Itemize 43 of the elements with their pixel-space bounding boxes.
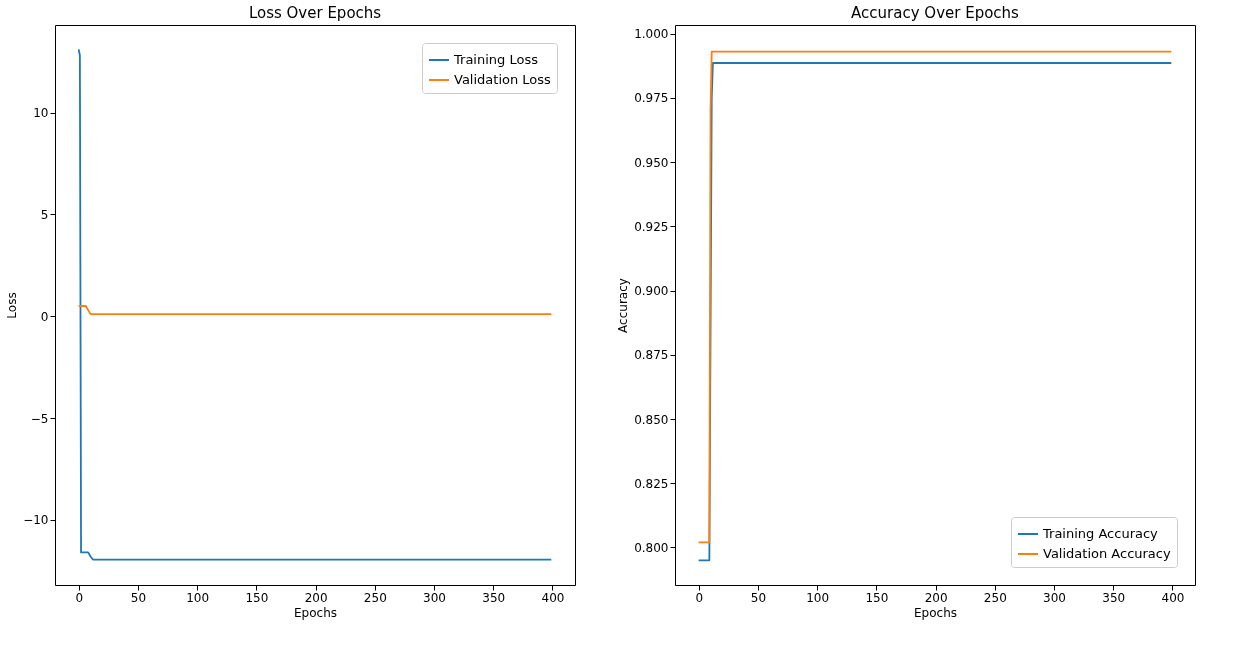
- y-tick-label: 0.950: [634, 155, 669, 170]
- x-tick-label: 300: [1043, 590, 1066, 605]
- legend-label: Validation Loss: [454, 72, 552, 87]
- x-tick-label: 400: [1161, 590, 1185, 605]
- x-tick-label: 0: [75, 590, 84, 605]
- x-tick-label: 400: [541, 590, 565, 605]
- x-tick-label: 250: [363, 590, 387, 605]
- chart-title: Accuracy Over Epochs: [851, 4, 1020, 22]
- y-tick-label: 5: [40, 207, 49, 222]
- y-tick-label: 0.825: [634, 476, 669, 491]
- x-tick-label: 200: [924, 590, 948, 605]
- y-tick-label: 10: [33, 106, 49, 121]
- line-series: [77, 48, 553, 561]
- y-tick-label: 0.875: [634, 348, 669, 363]
- x-tick-label: 100: [806, 590, 830, 605]
- y-tick-label: 0.975: [634, 91, 669, 106]
- x-tick-label: 350: [482, 590, 506, 605]
- y-tick-label: −5: [30, 411, 49, 426]
- y-tick-label: 0: [40, 309, 49, 324]
- y-axis-title: Accuracy: [616, 278, 631, 333]
- x-tick-label: 50: [750, 590, 767, 605]
- x-axis-title: Epochs: [914, 605, 957, 620]
- x-tick-label: 0: [695, 590, 704, 605]
- y-tick-label: −10: [23, 513, 49, 528]
- y-tick-label: 0.800: [634, 541, 669, 555]
- x-tick-label: 250: [983, 590, 1007, 605]
- x-tick-label: 200: [304, 590, 328, 605]
- legend-label: Training Loss: [453, 52, 539, 67]
- x-tick-label: 150: [245, 590, 269, 605]
- legend-label: Training Accuracy: [1042, 526, 1159, 541]
- x-tick-label: 350: [1102, 590, 1126, 605]
- legend-label: Validation Accuracy: [1043, 546, 1171, 561]
- x-axis-title: Epochs: [294, 605, 337, 620]
- x-tick-label: 300: [423, 590, 446, 605]
- x-tick-label: 50: [130, 590, 147, 605]
- y-axis-title: Loss: [5, 292, 20, 319]
- y-tick-label: 0.850: [634, 412, 669, 427]
- chart-title: Loss Over Epochs: [248, 4, 382, 22]
- y-tick-label: 1.000: [634, 27, 669, 42]
- y-tick-label: 0.900: [634, 284, 669, 299]
- y-tick-label: 0.925: [634, 219, 669, 234]
- x-tick-label: 150: [865, 590, 889, 605]
- x-tick-label: 100: [186, 590, 210, 605]
